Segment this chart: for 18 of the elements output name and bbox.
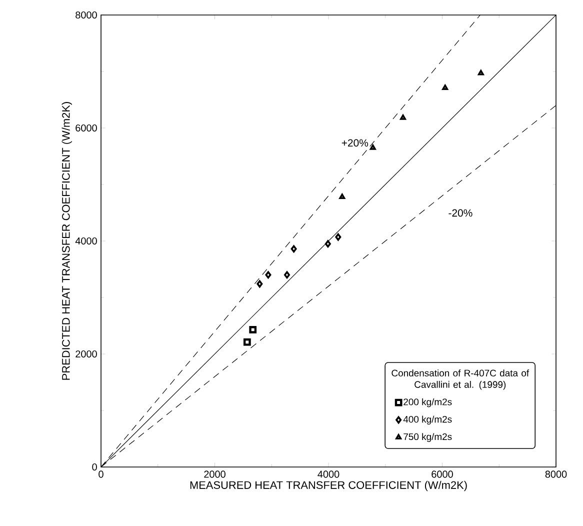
y-tick-label: 8000 — [76, 11, 97, 19]
x-tick-label: 4000 — [318, 470, 340, 478]
y-tick-label: 2000 — [76, 350, 97, 358]
legend-label: 200 kg/m2s — [404, 398, 452, 408]
annotation: +20% — [342, 139, 368, 147]
x-tick-label: 0 — [98, 470, 104, 478]
y-axis-title: PREDICTED HEAT TRANSFER COEFFICIENT (W/m2K) — [62, 102, 72, 380]
annotation: -20% — [448, 209, 472, 217]
x-axis-title: MEASURED HEAT TRANSFER COEFFICIENT (W/m2K) — [190, 480, 467, 492]
y-tick-label: 6000 — [76, 124, 97, 132]
x-tick-label: 2000 — [204, 470, 226, 478]
legend-label: 400 kg/m2s — [403, 416, 452, 425]
legend-label: 750 kg/m2s — [404, 433, 452, 442]
x-tick-label: 8000 — [545, 470, 567, 478]
y-tick-label: 4000 — [75, 237, 97, 245]
y-tick-label: 0 — [92, 463, 97, 471]
x-tick-label: 6000 — [432, 470, 453, 478]
legend-title: Condensation of R-407C data of Cavallini et al. (1999) — [392, 369, 530, 390]
